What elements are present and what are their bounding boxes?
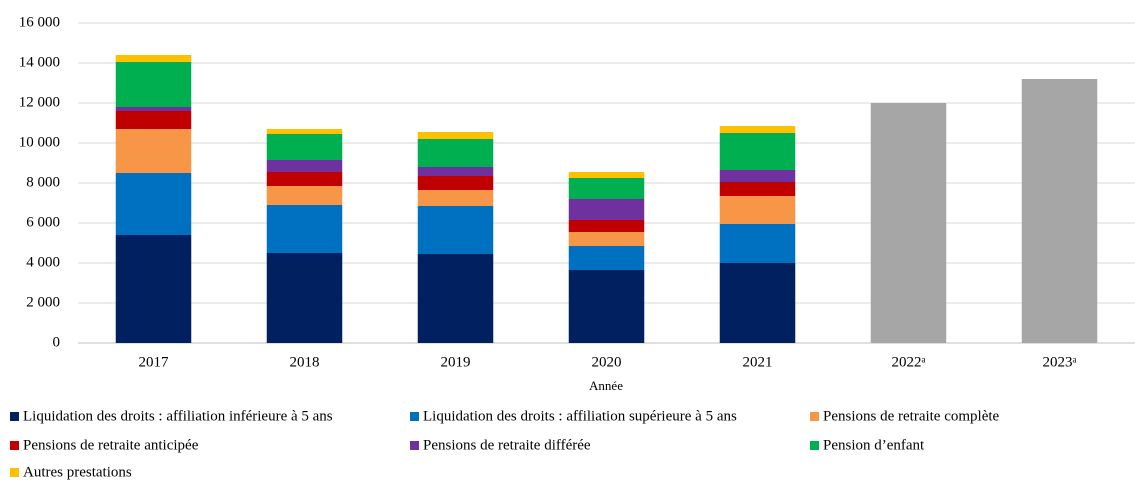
legend-swatch: [410, 412, 419, 421]
legend-swatch: [10, 468, 19, 477]
legend-label: Pension d’enfant: [823, 437, 925, 453]
x-tick-label: 2020: [592, 354, 622, 370]
legend-swatch: [10, 412, 19, 421]
legend-swatch: [10, 441, 19, 450]
bar-segment: [266, 205, 343, 253]
bar-segment: [568, 172, 645, 178]
bar-segment: [1021, 79, 1098, 343]
bar-segment: [568, 270, 645, 343]
y-tick-label: 14 000: [19, 54, 60, 70]
legend-swatch: [810, 441, 819, 450]
bar-segment: [266, 129, 343, 134]
x-tick-label: 2017: [139, 354, 170, 370]
x-tick-label: 2018: [290, 354, 320, 370]
bar-segment: [719, 170, 796, 182]
y-tick-label: 12 000: [19, 94, 60, 110]
bar-segment: [719, 263, 796, 343]
bar-segment: [719, 126, 796, 133]
bar-segment: [266, 134, 343, 160]
bar-segment: [417, 206, 494, 254]
x-tick-label: 2023ᵃ: [1042, 354, 1076, 370]
bar-segment: [417, 139, 494, 167]
y-tick-label: 16 000: [19, 14, 60, 30]
bar-segment: [870, 103, 947, 343]
y-tick-label: 6 000: [26, 214, 60, 230]
y-tick-label: 8 000: [26, 174, 60, 190]
bar-segment: [568, 178, 645, 199]
y-tick-label: 2 000: [26, 294, 60, 310]
legend-label: Liquidation des droits : affiliation sup…: [423, 408, 737, 424]
legend-swatch: [810, 412, 819, 421]
bar-segment: [568, 246, 645, 270]
legend-label: Pensions de retraite différée: [423, 437, 591, 453]
bar-segment: [417, 176, 494, 190]
bar-segment: [115, 107, 192, 111]
y-tick-label: 4 000: [26, 254, 60, 270]
legend-label: Pensions de retraite complète: [823, 408, 1000, 424]
bar-segment: [266, 160, 343, 172]
y-tick-label: 10 000: [19, 134, 60, 150]
bar-segment: [719, 196, 796, 224]
bar-segment: [266, 186, 343, 205]
legend-swatch: [410, 441, 419, 450]
bar-segment: [568, 232, 645, 246]
bar-segment: [115, 111, 192, 129]
bar-segment: [115, 173, 192, 235]
bar-segment: [568, 199, 645, 220]
bar-segment: [719, 182, 796, 196]
bar-segment: [266, 172, 343, 186]
legend-label: Liquidation des droits : affiliation inf…: [23, 408, 333, 424]
legend-label: Autres prestations: [23, 464, 132, 480]
x-tick-label: 2022ᵃ: [891, 354, 925, 370]
bar-segment: [115, 62, 192, 107]
x-tick-label: 2021: [743, 354, 773, 370]
bar-segment: [417, 132, 494, 139]
bar-segment: [115, 55, 192, 62]
legend-label: Pensions de retraite anticipée: [23, 437, 199, 453]
bar-segment: [417, 167, 494, 176]
bar-segment: [417, 190, 494, 206]
bar-segment: [417, 254, 494, 343]
bar-segment: [115, 235, 192, 343]
bar-segment: [266, 253, 343, 343]
x-axis-label: Année: [589, 378, 623, 393]
bar-segment: [568, 220, 645, 232]
x-tick-label: 2019: [441, 354, 471, 370]
y-tick-label: 0: [53, 334, 61, 350]
bar-segment: [719, 133, 796, 170]
bar-segment: [719, 224, 796, 263]
bar-segment: [115, 129, 192, 173]
